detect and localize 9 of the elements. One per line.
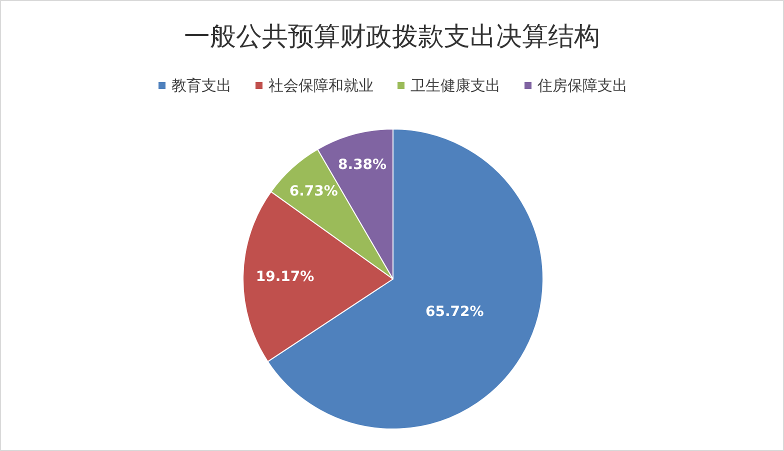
data-label: 19.17% [256, 268, 314, 285]
legend-label: 社会保障和就业 [268, 76, 374, 94]
legend-label: 教育支出 [172, 76, 232, 94]
data-label: 65.72% [425, 304, 484, 320]
legend-label: 住房保障支出 [536, 76, 628, 94]
legend-label: 卫生健康支出 [410, 76, 500, 94]
data-label: 8.38% [338, 157, 387, 174]
chart-title: 一般公共预算财政拨款支出决算结构 [184, 22, 600, 52]
data-label: 6.73% [289, 184, 338, 200]
